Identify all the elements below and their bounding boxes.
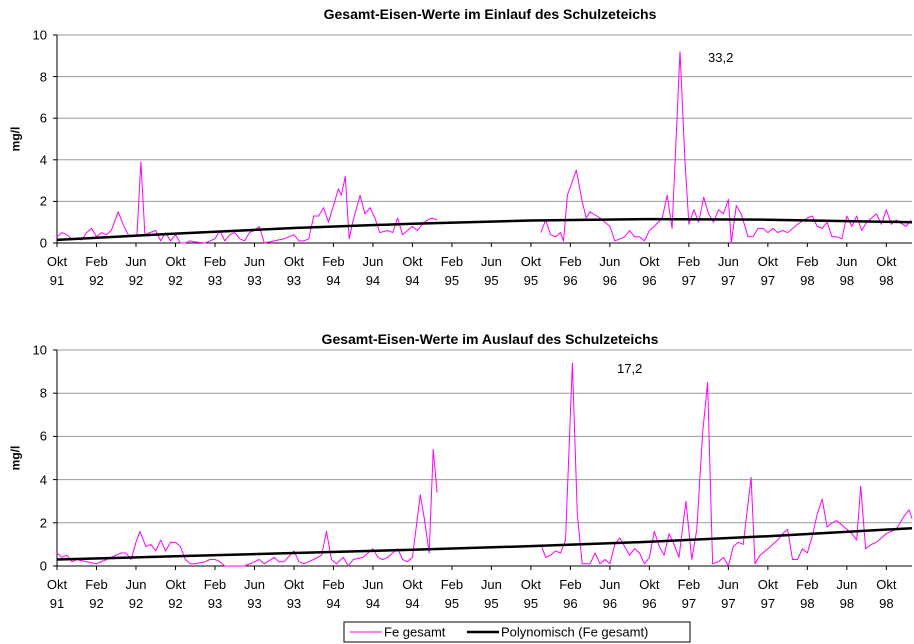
x-tick-label: Okt 96 [639, 254, 660, 288]
x-tick-label: Okt 96 [639, 577, 660, 611]
x-tick-label: Feb 98 [796, 577, 819, 611]
x-tick-label: Feb 96 [559, 577, 582, 611]
x-tick-label: Jun 98 [836, 577, 858, 611]
y-axis-label: mg/l [8, 445, 23, 471]
y-tick-label: 6 [39, 428, 47, 444]
x-tick-label: Okt 94 [402, 577, 423, 611]
x-tick-label: Feb 95 [440, 577, 464, 611]
x-tick-label: Feb 93 [203, 254, 227, 288]
legend-label: Polynomisch (Fe gesamt) [501, 624, 649, 640]
x-tick-label: Jun 92 [125, 577, 147, 611]
x-tick-label: Feb 95 [440, 254, 464, 288]
y-tick-label: 8 [39, 69, 47, 85]
y-tick-label: 10 [32, 342, 47, 358]
annotation: 17,2 [617, 361, 643, 376]
x-tick-label: Feb 96 [559, 254, 582, 288]
x-tick-label: Feb 97 [677, 577, 701, 611]
legend-box [343, 621, 691, 643]
x-tick-label: Jun 93 [243, 254, 265, 288]
data-line [56, 217, 913, 242]
x-tick-label: Jun 92 [125, 254, 147, 288]
x-tick-label: Okt 92 [165, 577, 186, 611]
x-tick-label: Okt 93 [283, 577, 305, 611]
x-tick-label: Feb 92 [85, 577, 108, 611]
x-tick-label: Okt 91 [46, 254, 68, 288]
x-tick-label: Feb 93 [203, 577, 227, 611]
x-tick-label: Feb 97 [677, 254, 701, 288]
x-tick-label: Jun 97 [717, 254, 739, 288]
x-tick-label: Feb 98 [796, 254, 819, 288]
x-tick-label: Jun 98 [836, 254, 858, 288]
y-tick-label: 4 [39, 152, 47, 168]
y-axis-label: mg/l [8, 126, 23, 152]
x-tick-label: Jun 95 [480, 254, 502, 288]
x-tick-label: Okt 98 [876, 254, 897, 288]
x-tick-label: Okt 95 [520, 577, 541, 611]
x-tick-label: Okt 94 [402, 254, 423, 288]
x-tick-label: Jun 97 [717, 577, 739, 611]
x-tick-label: Jun 96 [599, 254, 621, 288]
y-tick-label: 2 [39, 515, 47, 531]
legend-label: Fe gesamt [384, 624, 446, 640]
x-tick-label: Jun 93 [243, 577, 265, 611]
y-tick-label: 0 [39, 558, 47, 574]
data-line [56, 526, 913, 561]
chart-title: Gesamt-Eisen-Werte im Auslauf des Schulz… [321, 331, 659, 347]
x-tick-label: Jun 94 [362, 254, 384, 288]
y-tick-label: 8 [39, 385, 47, 401]
x-tick-label: Okt 97 [757, 577, 778, 611]
data-line [56, 51, 912, 244]
x-tick-label: Okt 93 [283, 254, 305, 288]
annotation: 33,2 [708, 50, 734, 65]
x-tick-label: Okt 97 [757, 254, 778, 288]
x-tick-label: Okt 91 [46, 577, 68, 611]
chart-title: Gesamt-Eisen-Werte im Einlauf des Schulz… [323, 6, 657, 22]
y-tick-label: 2 [39, 193, 47, 209]
y-tick-label: 6 [39, 110, 47, 126]
x-tick-label: Jun 95 [480, 577, 502, 611]
x-tick-label: Okt 92 [165, 254, 186, 288]
x-tick-label: Feb 94 [322, 254, 345, 288]
y-tick-label: 0 [39, 235, 47, 251]
x-tick-label: Feb 94 [322, 577, 345, 611]
x-tick-label: Okt 98 [876, 577, 897, 611]
x-tick-label: Jun 94 [362, 577, 384, 611]
y-tick-label: 4 [39, 472, 47, 488]
x-tick-label: Okt 95 [520, 254, 541, 288]
y-tick-label: 10 [32, 27, 47, 43]
x-tick-label: Jun 96 [599, 577, 621, 611]
x-tick-label: Feb 92 [85, 254, 108, 288]
